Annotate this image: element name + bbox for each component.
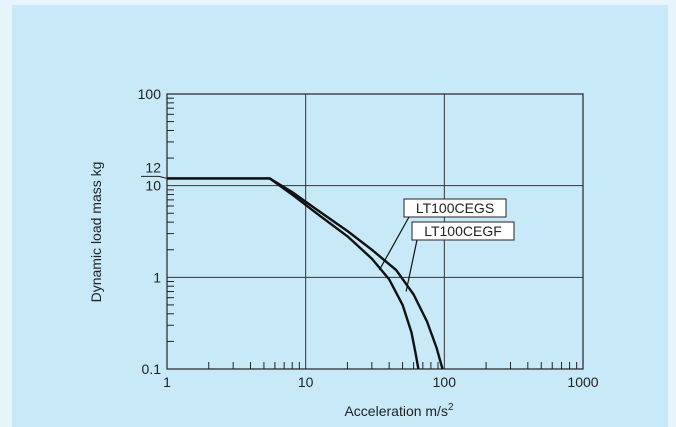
x-axis-title-sup: 2 [448,402,454,413]
legend-label-1: LT100CEGS [416,200,494,216]
y-tick-label: 10 [145,178,161,194]
y-tick-labels: 0.1 1 10 100 [138,86,162,377]
x-axis-title-text: Acceleration m/s [344,403,447,419]
legend-layer: LT100CEGS LT100CEGF [378,198,515,292]
y-tick-label: 0.1 [142,361,162,377]
series-line-1 [167,177,420,370]
x-tick-label: 1000 [567,374,598,390]
minor-ticks [167,97,578,369]
annotation-layer: 12 [141,159,168,179]
y-tick-label: 1 [153,269,161,285]
x-tick-label: 10 [298,374,314,390]
x-tick-label: 1 [163,374,171,390]
chart-panel [12,5,668,427]
legend-box-2 [411,221,515,241]
y-tick-label: 100 [138,86,162,102]
grid [167,94,583,369]
legend-box-1 [403,198,507,218]
y-annotation-leader [158,175,168,179]
y-annotation-label: 12 [145,159,161,175]
plot-frame [166,93,584,370]
legend-leader-2 [405,239,418,292]
series-line-2 [167,177,444,370]
y-axis-title: Dynamic load mass kg [88,162,104,303]
x-axis-title: Acceleration m/s2 [344,402,453,419]
legend-leader-1 [378,216,410,271]
legend-label-2: LT100CEGF [424,223,502,239]
series-layer [167,177,444,370]
x-tick-labels: 1 10 100 1000 [163,374,599,390]
x-tick-label: 100 [433,374,457,390]
